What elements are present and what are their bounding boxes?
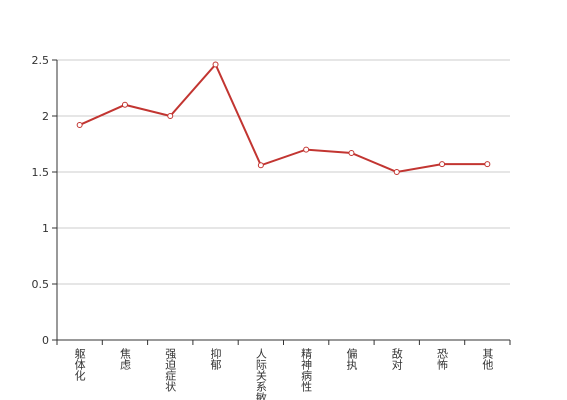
point — [257, 162, 264, 169]
point — [76, 121, 83, 128]
x-tick-label: 人际关系敏感 — [254, 348, 267, 400]
y-tick-label: 1 — [42, 222, 49, 235]
point — [121, 101, 128, 108]
y-tick-label: 1.5 — [32, 166, 50, 179]
point — [212, 61, 219, 68]
point — [303, 146, 310, 153]
x-tick-label: 躯体化 — [73, 348, 86, 382]
point — [439, 161, 446, 168]
point — [393, 169, 400, 175]
y-tick-label: 0.5 — [32, 278, 50, 291]
x-tick-label: 抑郁 — [209, 347, 222, 370]
line — [79, 62, 488, 174]
x-tick-label: 精神病性 — [300, 348, 313, 393]
point — [484, 161, 491, 168]
x-tick-label: 强迫症状 — [164, 348, 177, 392]
point — [167, 113, 174, 119]
x-tick-label: 偏执 — [345, 347, 358, 371]
y-tick-label: 2 — [42, 110, 49, 123]
point — [348, 149, 355, 156]
y-tick-label: 2.5 — [32, 54, 50, 67]
x-tick-label: 其他 — [481, 348, 494, 370]
y-tick-label: 0 — [42, 334, 49, 347]
x-tick-label: 恐怖 — [436, 348, 449, 370]
x-tick-label: 敌对 — [390, 347, 403, 370]
x-tick-label: 焦虑 — [118, 348, 131, 370]
